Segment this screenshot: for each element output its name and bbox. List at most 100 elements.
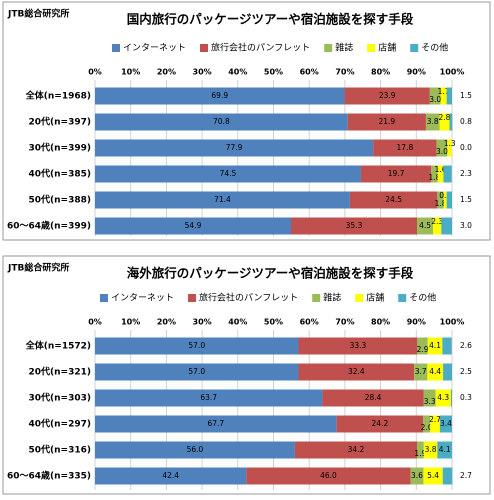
bar-segment: [95, 363, 299, 381]
bar-segment: [298, 363, 415, 381]
category-label: 全体(n=1572): [25, 340, 91, 352]
legend-swatch: [112, 44, 120, 52]
category-label: 60～64歳(n=335): [7, 470, 91, 482]
x-tick-label: 60%: [300, 318, 319, 327]
category-label: 20代(n=321): [29, 366, 92, 378]
legend-label: 店舗: [378, 42, 396, 54]
bar-segment: [95, 415, 337, 433]
x-tick-label: 30%: [193, 68, 212, 77]
x-tick-label: 100%: [440, 68, 465, 77]
value-label: 69.9: [211, 91, 228, 100]
value-label: 4.4: [429, 367, 441, 376]
value-label: 2.0: [421, 423, 433, 432]
legend-label: 雑誌: [335, 42, 353, 54]
value-label: 3.8: [427, 117, 439, 126]
value-label: 4.3: [437, 393, 449, 402]
legend-label: インターネット: [123, 43, 186, 54]
value-label: 2.7: [429, 415, 441, 424]
bar-segment: [427, 363, 444, 381]
bar-segment: [446, 87, 452, 105]
category-label: 20代(n=397): [29, 116, 92, 128]
value-label: 0.8: [439, 191, 451, 200]
value-label: 56.0: [187, 445, 204, 454]
x-tick-label: 30%: [193, 318, 212, 327]
value-label: 57.0: [188, 341, 205, 350]
bar-segment: [423, 389, 436, 407]
bar-segment: [417, 217, 434, 235]
value-label: 54.9: [185, 221, 202, 230]
bar-segment: [436, 139, 448, 157]
bar-segment: [439, 415, 452, 433]
bar-segment: [410, 467, 424, 485]
x-tick-label: 70%: [335, 318, 354, 327]
category-label: 50代(n=316): [29, 444, 92, 456]
x-tick-label: 90%: [407, 318, 426, 327]
value-label: 63.7: [200, 393, 217, 402]
bar-segment: [443, 165, 452, 183]
bar-segment: [344, 87, 430, 105]
bar-segment: [417, 337, 428, 355]
category-label: 30代(n=303): [29, 392, 92, 404]
x-tick-label: 70%: [335, 68, 354, 77]
legend-swatch: [410, 44, 419, 52]
value-label: 23.9: [379, 91, 396, 100]
x-tick-label: 90%: [407, 68, 426, 77]
bar-segment: [322, 389, 424, 407]
bar-segment: [431, 165, 438, 183]
legend-swatch: [367, 44, 376, 52]
value-label: 3.7: [415, 367, 427, 376]
x-tick-label: 50%: [264, 68, 283, 77]
legend-swatch: [398, 294, 407, 302]
value-label: 2.3: [460, 169, 472, 178]
legend-label: 店舗: [366, 292, 384, 304]
value-label: 3.0: [460, 221, 472, 230]
value-label: 2.7: [460, 471, 472, 480]
value-label: 1.8: [429, 173, 441, 182]
bar-segment: [423, 415, 431, 433]
bar-segment: [447, 139, 452, 157]
value-label: 28.4: [365, 393, 382, 402]
x-tick-label: 10%: [121, 318, 140, 327]
legend-swatch: [324, 44, 333, 52]
bar-segment: [95, 217, 291, 235]
bar-segment: [95, 139, 374, 157]
x-tick-label: 60%: [300, 68, 319, 77]
value-label: 1.3: [444, 139, 456, 148]
value-label: 46.0: [320, 471, 337, 480]
value-label: 0.0: [460, 143, 472, 152]
bar-segment: [336, 415, 424, 433]
legend-swatch: [312, 294, 321, 302]
value-label: 32.4: [348, 367, 365, 376]
bar-segment: [433, 217, 442, 235]
value-label: 1.7: [438, 87, 450, 96]
value-label: 4.5: [419, 221, 431, 230]
value-label: 42.4: [162, 471, 179, 480]
value-label: 0.3: [460, 393, 472, 402]
value-label: 2.5: [460, 367, 472, 376]
value-label: 24.5: [385, 195, 402, 204]
legend-label: 旅行会社のパンフレット: [211, 42, 310, 54]
value-label: 1.5: [460, 91, 472, 100]
value-label: 3.3: [424, 397, 436, 406]
source: JTB総合研究所: [7, 262, 69, 274]
bar-segment: [95, 113, 348, 131]
value-label: 24.2: [372, 419, 389, 428]
x-tick-label: 10%: [121, 68, 140, 77]
category-label: 40代(n=385): [29, 168, 92, 180]
bar-segment: [95, 191, 350, 209]
value-label: 70.8: [213, 117, 230, 126]
bar-segment: [95, 87, 345, 105]
x-tick-label: 50%: [264, 318, 283, 327]
bar-segment: [425, 113, 440, 131]
value-label: 3.0: [429, 95, 441, 104]
value-label: 4.1: [439, 445, 451, 454]
chart-title: 海外旅行のパッケージツアーや宿泊施設を探す手段: [127, 266, 414, 281]
x-tick-label: 0%: [88, 318, 102, 327]
value-label: 74.5: [220, 169, 237, 178]
x-tick-label: 20%: [157, 68, 176, 77]
bar-segment: [347, 113, 426, 131]
value-label: 57.0: [188, 367, 205, 376]
x-tick-label: 40%: [228, 68, 247, 77]
value-label: 2.6: [460, 341, 472, 350]
